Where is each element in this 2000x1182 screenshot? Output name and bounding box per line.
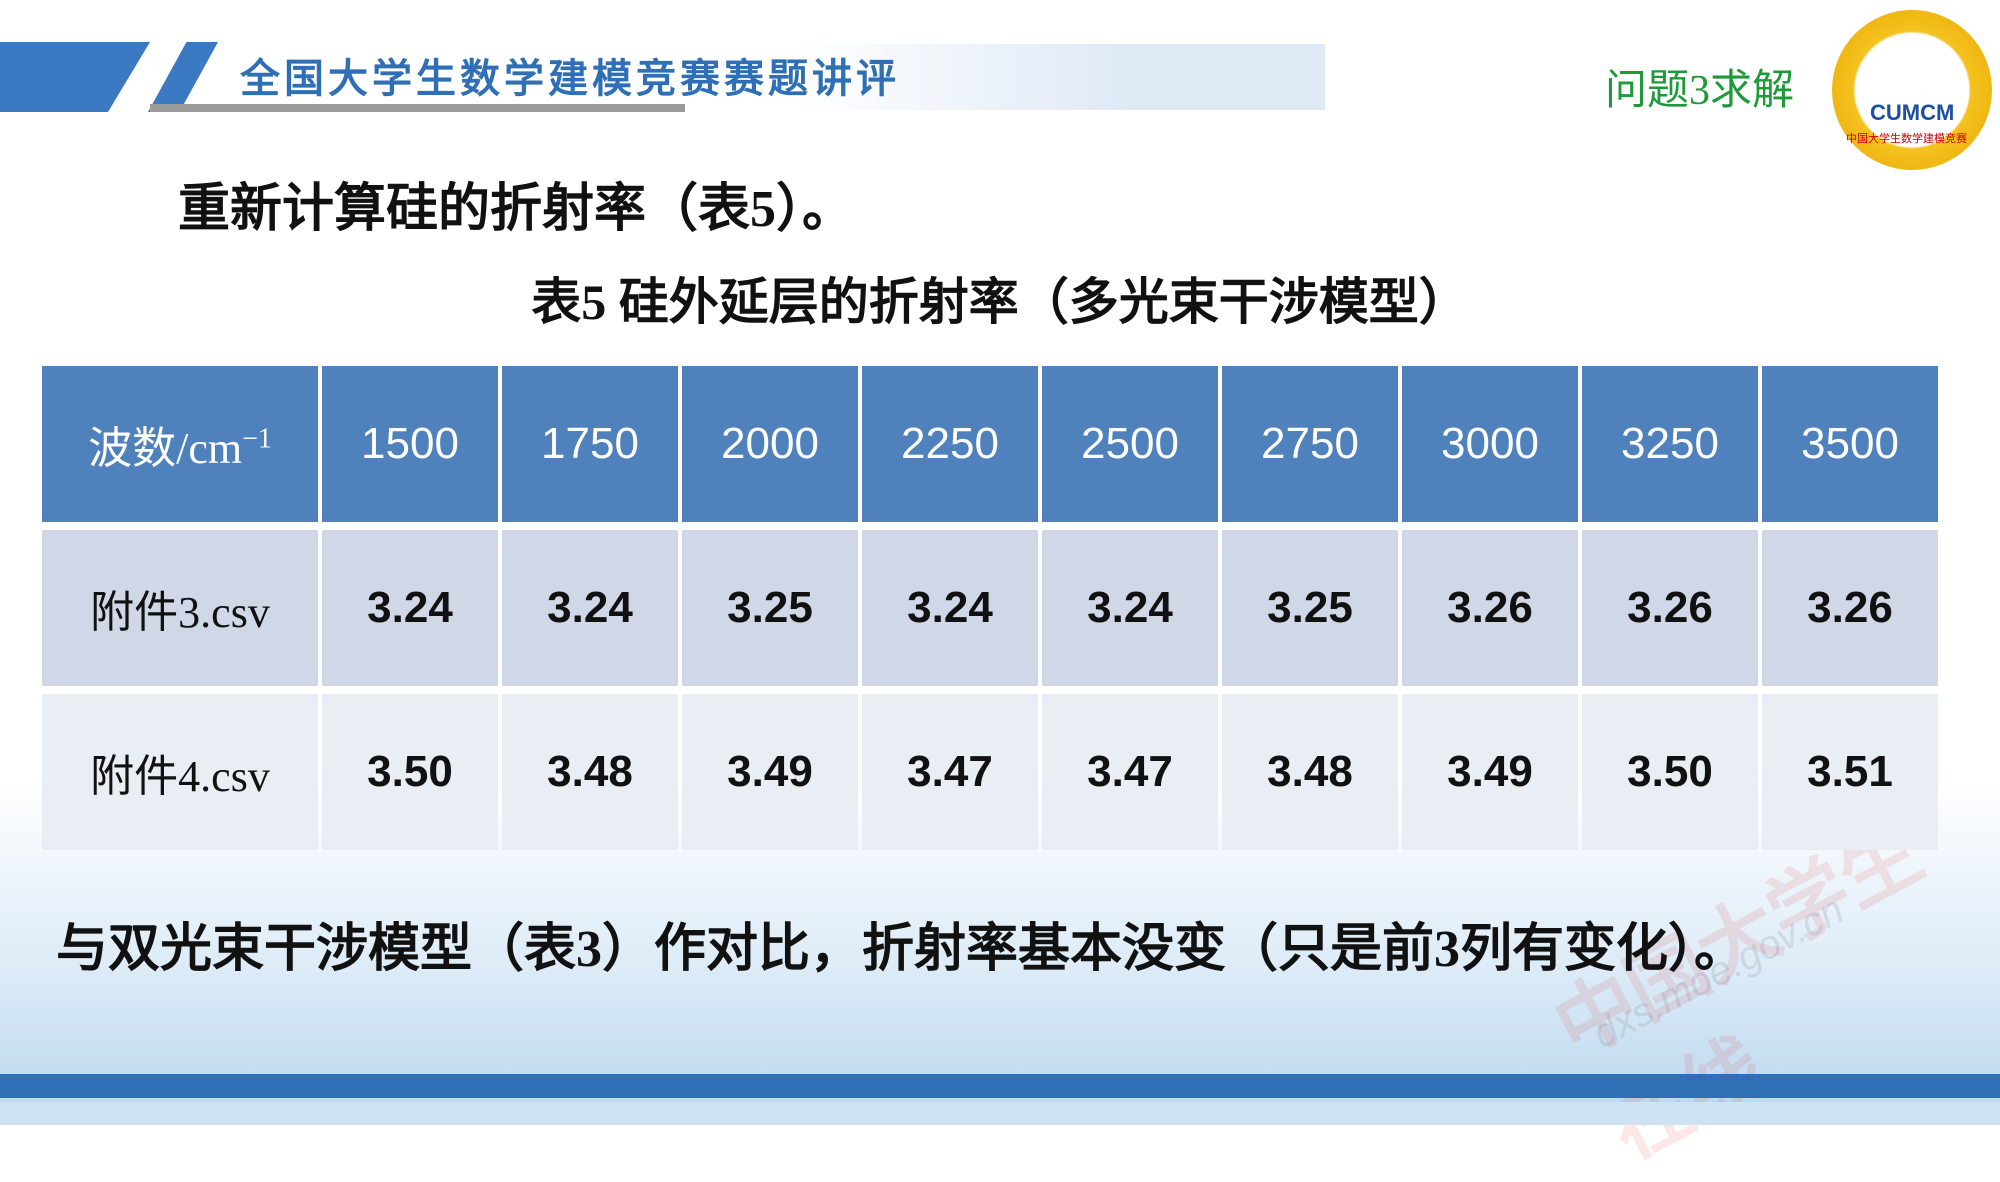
cell: 3.50: [1582, 694, 1758, 850]
footer-stripe: [0, 1074, 2000, 1098]
column-header: 1750: [502, 366, 678, 522]
section-title: 问题3求解: [1605, 68, 1795, 114]
cell: 3.49: [1402, 694, 1578, 850]
header-superscript: −1: [242, 423, 272, 455]
column-header: 1500: [322, 366, 498, 522]
cell: 3.47: [862, 694, 1038, 850]
column-header: 3250: [1582, 366, 1758, 522]
page: {"header":{"title":"全国大学生数学建模竞赛赛题讲评","se…: [0, 10, 2000, 1177]
header-line: [150, 104, 685, 112]
cell: 3.24: [502, 530, 678, 686]
cell: 3.24: [862, 530, 1038, 686]
header-title: 全国大学生数学建模竞赛赛题讲评: [240, 56, 900, 101]
data-row: 附件4.csv 3.50 3.48 3.49 3.47 3.47 3.48 3.49 3.50 3…: [42, 694, 1938, 850]
cell: 3.25: [682, 530, 858, 686]
logo-text: CUMCM: [1870, 100, 1955, 125]
cell: 3.26: [1762, 530, 1938, 686]
footer-stripe: [0, 1102, 2000, 1125]
row-label: 附件3.csv: [42, 530, 318, 686]
column-header: 2500: [1042, 366, 1218, 522]
logo: [1832, 10, 1992, 170]
header-bar: [0, 44, 1325, 110]
cell: 3.24: [1042, 530, 1218, 686]
cell: 3.48: [1222, 694, 1398, 850]
logo-subtitle: 中国大学生数学建模竞赛: [1846, 133, 1967, 145]
cell: 3.26: [1582, 530, 1758, 686]
column-header: 2000: [682, 366, 858, 522]
cell: 3.25: [1222, 530, 1398, 686]
column-header: 2750: [1222, 366, 1398, 522]
data-row: 附件3.csv 3.24 3.24 3.25 3.24 3.24 3.25 3.26 3.26 3…: [42, 530, 1938, 686]
header-row: 波数/cm−1 1500 1750 2000 2250 2500 2750 3000 3250…: [42, 366, 1938, 522]
table-caption: 表5 硅外延层的折射率（多光束干涉模型）: [531, 274, 1469, 330]
row-label: 附件4.csv: [42, 694, 318, 850]
cell: 3.51: [1762, 694, 1938, 850]
cell: 3.24: [322, 530, 498, 686]
cell: 3.47: [1042, 694, 1218, 850]
header-label-cell: 波数/cm−1: [42, 366, 318, 522]
header-label: 波数/cm: [88, 424, 243, 473]
cell: 3.26: [1402, 530, 1578, 686]
cell: 3.48: [502, 694, 678, 850]
column-header: 3000: [1402, 366, 1578, 522]
cell: 3.49: [682, 694, 858, 850]
intro-text: 重新计算硅的折射率（表5）。: [178, 181, 855, 238]
conclusion-text: 与双光束干涉模型（表3）作对比，折射率基本没变（只是前3列有变化）。: [56, 921, 1747, 978]
column-header: 2250: [862, 366, 1038, 522]
cell: 3.50: [322, 694, 498, 850]
column-header: 3500: [1762, 366, 1938, 522]
data-table: 波数/cm−1 1500 1750 2000 2250 2500 2750 3000 3250…: [38, 358, 1942, 858]
